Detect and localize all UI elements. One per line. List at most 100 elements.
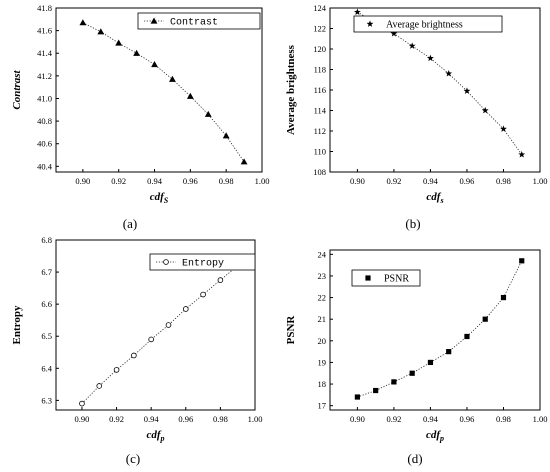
data-point [97,28,105,35]
data-point [354,394,360,400]
y-tick-label: 24 [318,249,327,259]
y-axis-label: Entropy [11,305,23,344]
legend-marker [366,20,374,27]
data-point [463,87,471,94]
data-point [151,61,158,68]
x-axis-label: cdfp [146,429,164,443]
data-point [518,150,526,158]
y-tick-label: 20 [318,336,327,346]
x-tick-label: 0.94 [147,176,163,186]
x-tick-label: 0.96 [460,176,475,186]
x-axis-label-subscript: s [439,196,443,205]
x-tick-label: 0.98 [496,176,511,186]
series-line [82,22,245,163]
y-tick-label: 41.2 [37,71,52,81]
y-tick-label: 41.4 [37,48,53,58]
data-point [482,316,488,322]
data-point [353,8,361,16]
legend-box [149,253,256,271]
x-axis-label: cdfp [426,429,444,443]
x-tick-label: 0.96 [178,414,193,424]
x-tick-label: 0.94 [423,414,439,424]
x-tick-label: 1.00 [248,414,263,424]
y-axis-label: Average brightness [285,44,297,135]
y-tick-label: 122 [313,24,326,34]
data-point [427,359,434,366]
legend-label: PSNR [384,274,409,285]
data-point [115,39,123,46]
y-tick-label: 6.3 [41,395,52,405]
x-tick-label: 0.90 [75,414,90,424]
legend-box [351,269,421,287]
y-tick-label: 124 [313,3,327,13]
x-tick-label: 0.98 [219,176,234,186]
x-tick-label: 0.94 [423,176,439,186]
data-point [500,125,507,132]
y-tick-label: 40.4 [37,161,53,171]
x-tick-label: 0.98 [496,414,511,424]
x-tick-label: 0.92 [111,176,126,186]
y-axis-label: Contrast [11,69,23,109]
y-tick-label: 40.8 [37,116,52,126]
data-point [131,352,137,359]
x-tick-label: 0.98 [213,414,228,424]
x-tick-label: 0.94 [144,414,160,424]
x-tick-label: 0.92 [386,176,401,186]
data-point [113,367,120,373]
legend-box [353,15,503,33]
x-tick-label: 0.96 [183,176,198,186]
legend-box [137,12,261,30]
y-tick-label: 41.8 [37,3,52,13]
y-tick-label: 22 [318,293,327,303]
x-axis-label-subscript: p [160,434,165,443]
x-tick-label: 1.00 [533,414,548,424]
x-tick-label: 0.96 [460,414,475,424]
data-point [217,277,224,283]
panel-caption: (d) [407,451,422,466]
y-tick-label: 23 [318,271,327,281]
data-point [148,336,154,343]
data-point [373,387,379,394]
x-tick-label: 0.90 [75,176,90,186]
x-tick-label: 0.90 [350,176,365,186]
x-axis-label: cdfs [426,191,443,205]
chart-panel-b: 0.90 0.92 0.94 0.96 0.98 1.00 108 110 112 114 116 1… [285,3,547,231]
data-point [408,42,416,49]
data-point [409,370,415,376]
legend-label: Contrast [170,18,218,29]
plot-frame [329,7,541,173]
y-tick-label: 116 [314,85,326,95]
data-point [500,294,507,301]
y-tick-label: 110 [314,147,326,157]
data-point [200,291,206,298]
x-axis-label-subscript: S [164,196,169,205]
y-tick-label: 6.7 [41,267,52,277]
x-tick-label: 0.90 [350,414,365,424]
y-tick-label: 6.4 [41,363,52,373]
panel-caption: (a) [123,216,137,231]
data-point [519,258,525,264]
plot-frame [55,239,256,411]
data-point [169,75,176,82]
plot-frame [55,7,263,173]
y-tick-label: 17 [318,401,327,411]
legend-marker [365,275,371,281]
plot-frame [329,249,541,411]
chart-panel-d: 0.90 0.92 0.94 0.96 0.98 1.00 17 18 19 20 21 22 23 24… [285,249,547,466]
data-point [96,383,103,389]
y-tick-label: 108 [313,167,326,177]
panel-caption: (b) [405,216,420,231]
x-axis-label: cdfS [150,191,169,205]
legend: Contrast [137,12,261,30]
legend: Entropy [149,253,256,271]
data-point [427,54,434,62]
data-point [240,158,248,165]
series-line [81,265,238,404]
y-tick-label: 18 [318,379,327,389]
data-point [391,379,397,385]
y-tick-label: 6.8 [41,235,52,245]
x-tick-label: 0.92 [109,414,124,424]
y-tick-label: 112 [314,126,326,136]
y-tick-label: 114 [314,106,327,116]
